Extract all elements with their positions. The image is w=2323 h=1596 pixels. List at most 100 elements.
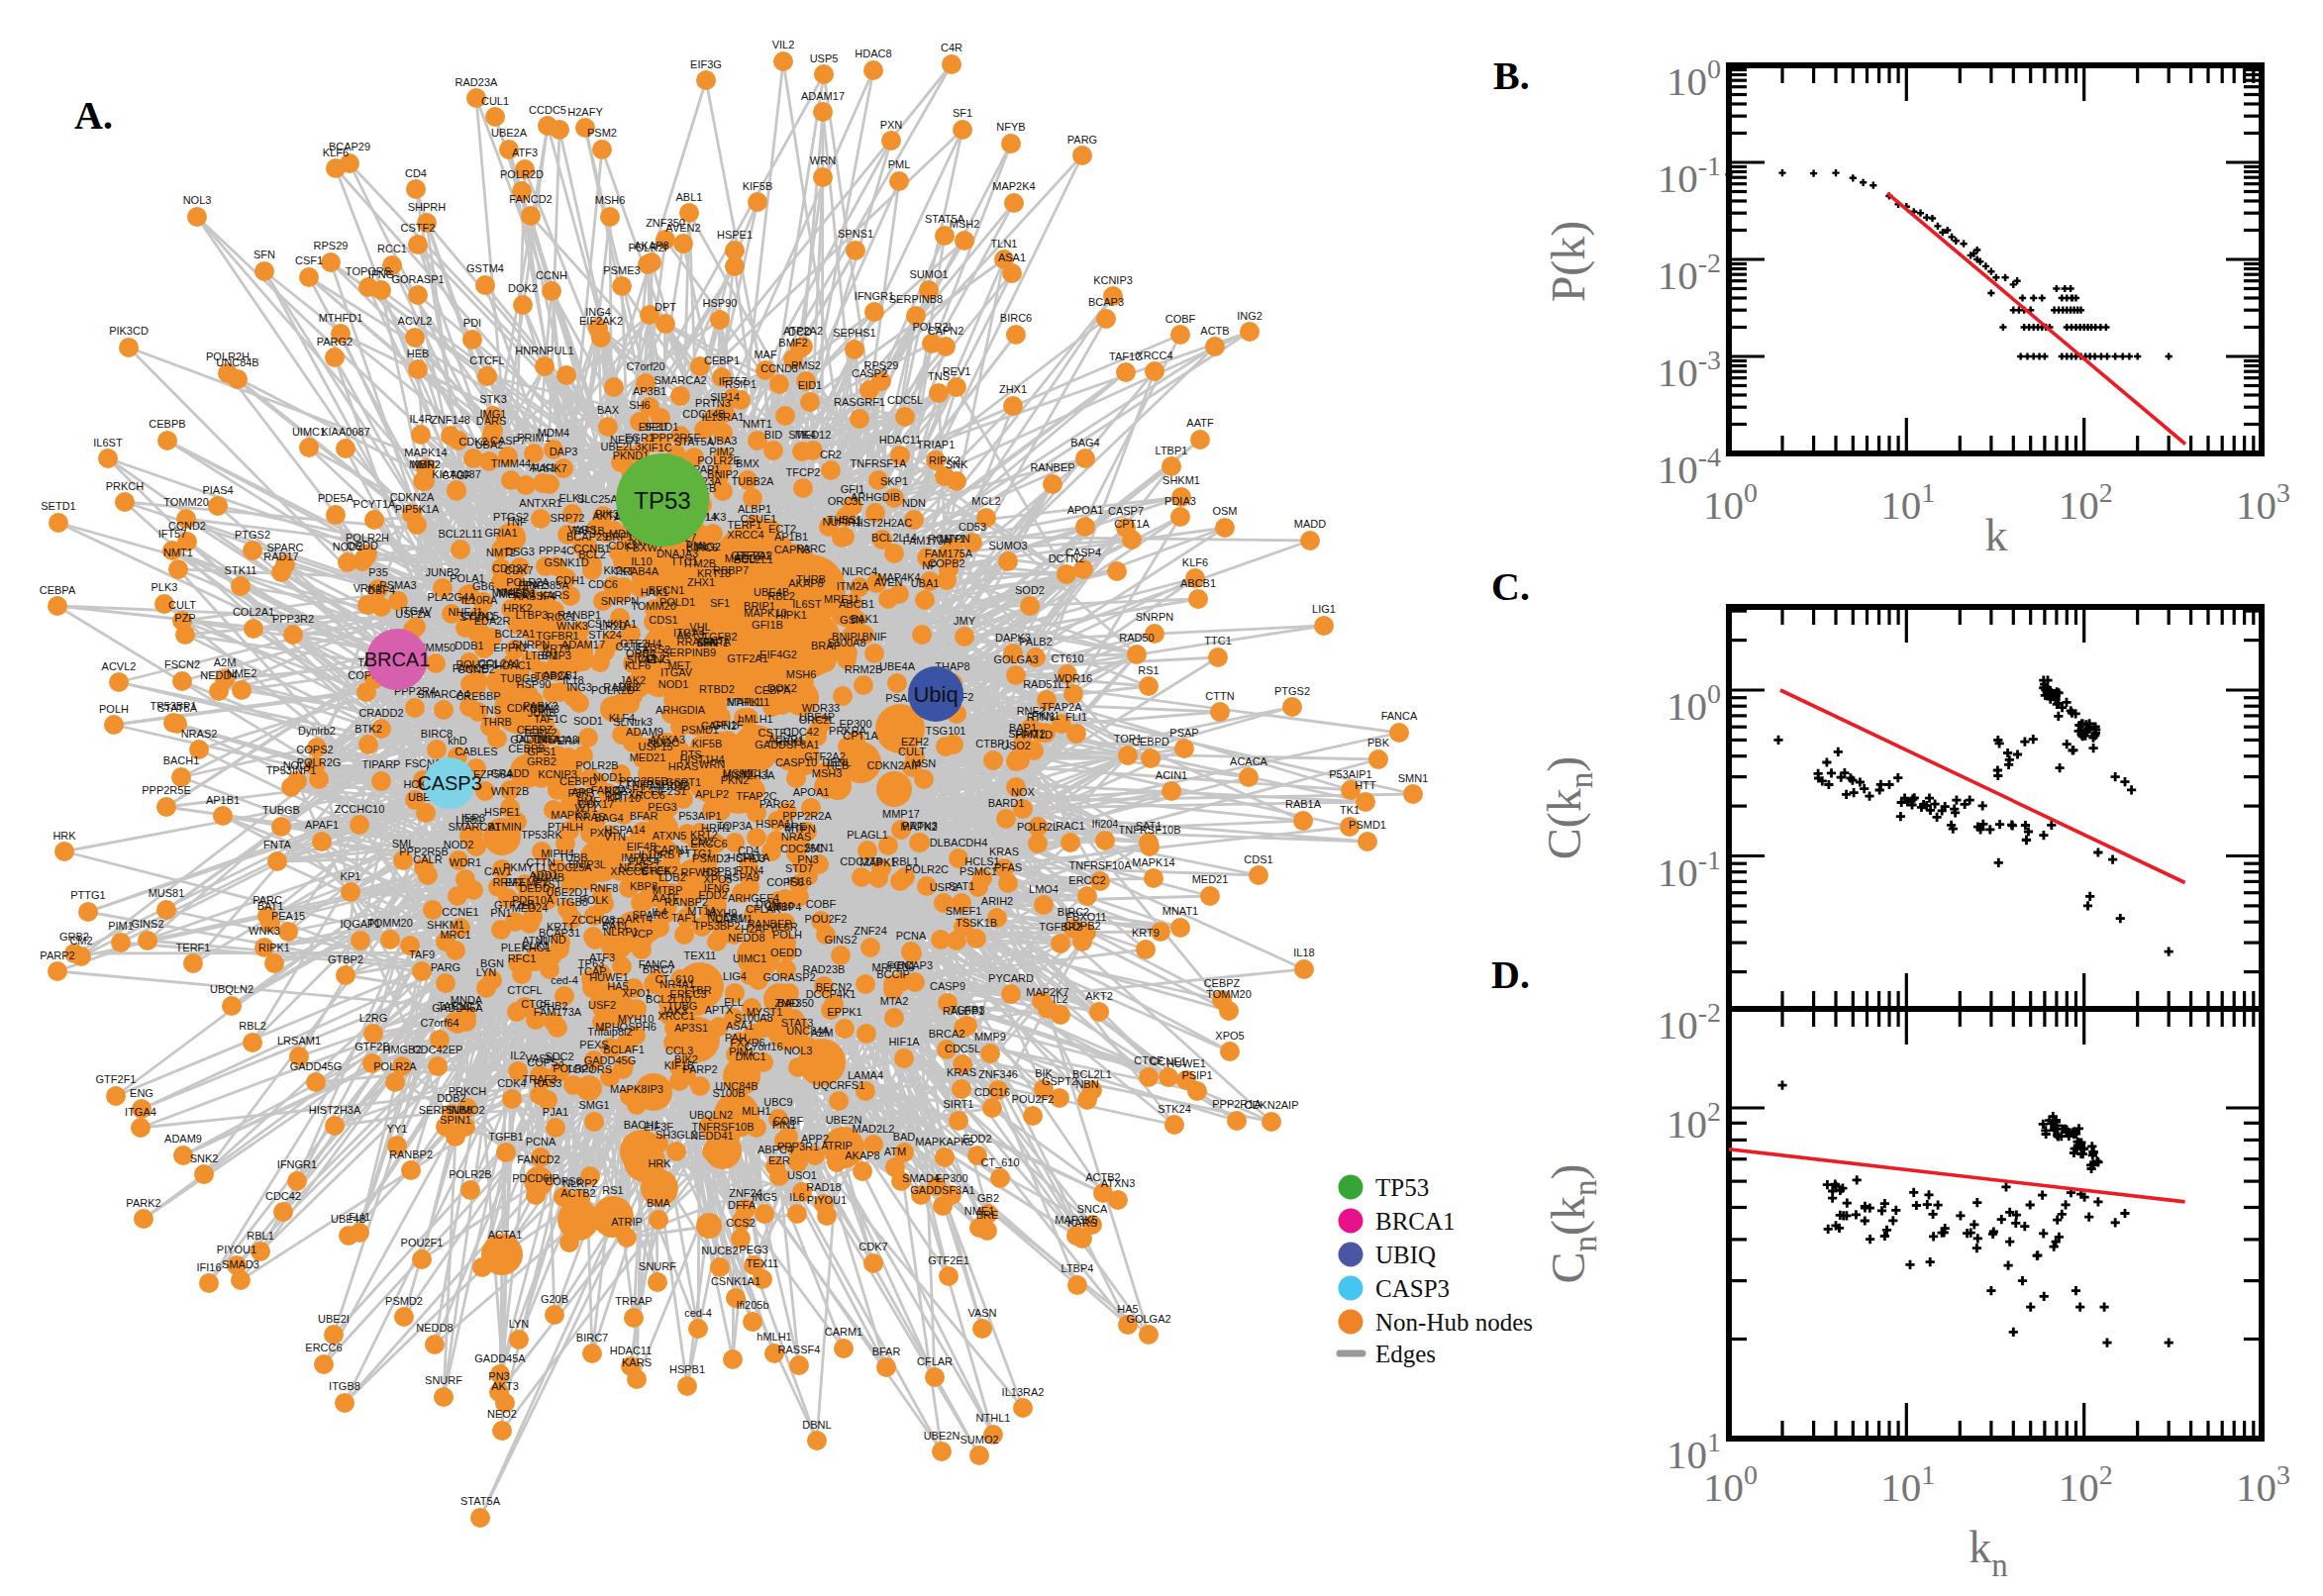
svg-text:PFAS: PFAS <box>994 861 1022 873</box>
svg-text:ORC2L: ORC2L <box>799 714 836 726</box>
svg-text:RNF8: RNF8 <box>590 882 619 894</box>
svg-text:CCDC5: CCDC5 <box>529 104 566 116</box>
svg-text:HTT: HTT <box>1355 779 1376 791</box>
svg-text:ATM: ATM <box>884 1146 906 1157</box>
svg-text:PSM2: PSM2 <box>587 127 617 139</box>
svg-text:POU2F2: POU2F2 <box>1012 1093 1055 1105</box>
svg-text:ABCB1: ABCB1 <box>1180 577 1216 589</box>
svg-text:HDAC8: HDAC8 <box>855 48 891 59</box>
svg-text:EZR: EZR <box>768 1154 790 1166</box>
svg-text:KLF6: KLF6 <box>1182 556 1208 568</box>
svg-text:PEG3: PEG3 <box>739 1244 767 1255</box>
svg-text:PTTG1: PTTG1 <box>70 889 105 901</box>
svg-text:TOP2A: TOP2A <box>535 670 571 682</box>
svg-text:SIP14: SIP14 <box>710 391 740 403</box>
svg-text:CDC5L: CDC5L <box>945 1043 980 1054</box>
svg-text:FANCA: FANCA <box>639 958 675 970</box>
svg-text:DPT: DPT <box>655 301 676 313</box>
svg-text:ATP2A2: ATP2A2 <box>783 325 823 337</box>
svg-text:TRIAP1: TRIAP1 <box>917 439 956 450</box>
svg-text:CDC16: CDC16 <box>974 1086 1010 1098</box>
svg-text:RBL1: RBL1 <box>247 1230 274 1242</box>
svg-text:USO1: USO1 <box>787 1169 817 1181</box>
svg-text:SERPINB9: SERPINB9 <box>662 647 716 658</box>
svg-text:ITGA4: ITGA4 <box>125 1106 156 1118</box>
svg-text:THBS1: THBS1 <box>827 514 861 526</box>
svg-text:SOD1: SOD1 <box>573 715 603 727</box>
svg-text:WNT2B: WNT2B <box>491 785 530 797</box>
svg-text:SHMT2: SHMT2 <box>1008 728 1045 740</box>
svg-text:UBE2D1: UBE2D1 <box>547 886 589 898</box>
svg-text:PDE5A: PDE5A <box>318 492 354 504</box>
svg-text:HA5: HA5 <box>1117 1303 1138 1315</box>
svg-text:GTF2A1: GTF2A1 <box>727 652 768 664</box>
svg-text:TEX11: TEX11 <box>684 949 717 961</box>
svg-text:GADD45G: GADD45G <box>290 1060 343 1072</box>
svg-text:MED21: MED21 <box>630 751 666 763</box>
svg-text:UBE2N: UBE2N <box>924 1430 960 1442</box>
svg-text:LYN: LYN <box>509 1318 530 1330</box>
svg-text:IL2: IL2 <box>1053 993 1067 1005</box>
svg-text:PLAGL1: PLAGL1 <box>847 829 888 841</box>
svg-text:PXN: PXN <box>880 119 903 131</box>
svg-text:KARS: KARS <box>1067 1217 1097 1229</box>
svg-text:BMP3: BMP3 <box>542 649 571 661</box>
svg-text:GADDSF3A1: GADDSF3A1 <box>910 1184 974 1196</box>
svg-text:FLI1: FLI1 <box>349 1211 370 1223</box>
svg-text:BAT1: BAT1 <box>257 900 284 912</box>
svg-text:RAD50: RAD50 <box>1119 632 1154 644</box>
svg-text:P53AIP1: P53AIP1 <box>1329 768 1371 780</box>
svg-text:ACTB: ACTB <box>1200 325 1229 337</box>
svg-text:PZP: PZP <box>174 612 195 624</box>
svg-text:BCL2L11: BCL2L11 <box>438 528 482 540</box>
svg-text:CCL3: CCL3 <box>665 1045 693 1056</box>
svg-text:MET: MET <box>667 659 691 671</box>
svg-text:CEBPA: CEBPA <box>40 584 76 596</box>
svg-text:PCYT1A: PCYT1A <box>354 498 396 510</box>
svg-text:G20B: G20B <box>541 1293 568 1305</box>
svg-text:HAX1: HAX1 <box>641 586 669 598</box>
svg-text:HRK: HRK <box>52 830 76 842</box>
svg-text:MYH10: MYH10 <box>618 1013 655 1025</box>
svg-text:GPS1: GPS1 <box>527 746 556 757</box>
svg-text:HIPK1: HIPK1 <box>775 609 807 621</box>
svg-text:ITGB8: ITGB8 <box>329 1380 360 1392</box>
svg-text:KIF5B: KIF5B <box>743 180 773 192</box>
svg-text:MAPK8IP3: MAPK8IP3 <box>610 1083 663 1095</box>
svg-text:TOMM20: TOMM20 <box>1206 988 1252 1000</box>
svg-text:MED23: MED23 <box>499 588 536 600</box>
svg-text:TERF1: TERF1 <box>176 942 211 953</box>
svg-text:PSME3: PSME3 <box>603 264 640 276</box>
svg-text:TEX11: TEX11 <box>747 1257 779 1269</box>
svg-text:ZNF350: ZNF350 <box>646 217 685 229</box>
svg-text:BCCIP: BCCIP <box>876 968 910 980</box>
svg-text:PCNA: PCNA <box>526 1136 556 1147</box>
svg-text:GTF2B: GTF2B <box>354 1041 389 1052</box>
svg-text:IL6R: IL6R <box>774 921 797 933</box>
svg-text:SH6: SH6 <box>629 399 650 411</box>
svg-text:SKP1: SKP1 <box>880 475 908 487</box>
svg-text:BIRC6: BIRC6 <box>1000 312 1032 324</box>
svg-text:AP1B1: AP1B1 <box>206 794 240 806</box>
svg-text:RIPK1: RIPK1 <box>258 942 290 953</box>
svg-text:MMP2: MMP2 <box>409 458 441 470</box>
svg-text:P(k): P(k) <box>1542 221 1595 303</box>
svg-text:hMLH1: hMLH1 <box>757 1331 791 1343</box>
svg-text:MTA2: MTA2 <box>880 995 909 1007</box>
svg-text:TNFRSF10D: TNFRSF10D <box>625 778 688 790</box>
svg-text:SMAD4: SMAD4 <box>902 1172 940 1184</box>
svg-text:COL2A1: COL2A1 <box>233 606 274 618</box>
svg-text:LIG4: LIG4 <box>723 970 747 982</box>
svg-text:OEDD: OEDD <box>770 947 802 958</box>
svg-text:SMEF1: SMEF1 <box>946 905 982 917</box>
svg-text:PEXS: PEXS <box>579 1039 608 1050</box>
svg-text:SPNS1: SPNS1 <box>838 228 873 240</box>
svg-text:PDI: PDI <box>463 317 481 329</box>
svg-text:BMX: BMX <box>736 457 760 469</box>
svg-text:GTF2A2: GTF2A2 <box>804 750 846 762</box>
svg-text:RTN3: RTN3 <box>1027 711 1056 723</box>
svg-text:C7orf64: C7orf64 <box>420 1017 458 1029</box>
svg-text:DDB1: DDB1 <box>454 640 483 651</box>
svg-text:ADAM17: ADAM17 <box>801 90 845 102</box>
svg-text:SNRPN: SNRPN <box>601 595 640 607</box>
